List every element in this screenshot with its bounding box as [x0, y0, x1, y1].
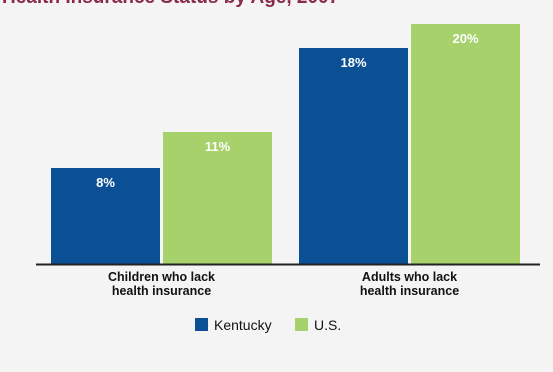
bar-value-label: 18%	[340, 55, 366, 70]
category-label: health insurance	[360, 284, 459, 298]
category-label: Children who lack	[108, 270, 215, 284]
bar	[411, 24, 520, 264]
category-label: Adults who lack	[362, 270, 457, 284]
bar-value-label: 20%	[452, 31, 478, 46]
legend-swatch	[295, 318, 308, 331]
bar	[163, 132, 272, 264]
bar	[51, 168, 160, 264]
legend-label: Kentucky	[214, 317, 272, 333]
bar	[299, 48, 408, 264]
chart-title: Health Insurance Status by Age, 2007	[0, 0, 553, 9]
bar-value-label: 8%	[96, 175, 115, 190]
bar-value-label: 11%	[205, 139, 231, 154]
category-label: health insurance	[112, 284, 211, 298]
legend-label: U.S.	[314, 317, 341, 333]
legend-swatch	[195, 318, 208, 331]
